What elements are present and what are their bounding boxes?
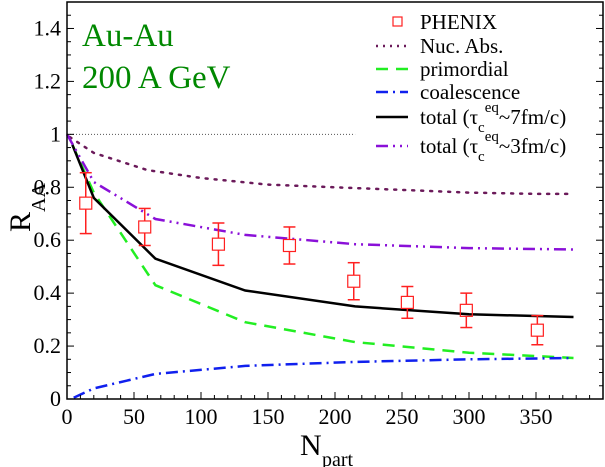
legend-item: PHENIX xyxy=(392,10,497,34)
y-tick-label: 1.2 xyxy=(34,68,62,93)
x-tick-label: 50 xyxy=(123,404,145,429)
data-point xyxy=(347,261,361,301)
annotation-line2: 200 A GeV xyxy=(82,60,231,96)
legend-label: primordial xyxy=(420,57,509,81)
axis-ticks xyxy=(66,1,604,400)
axis-tick-labels: 0 50 100 150 200 250 300 350 0 0.2 0.4 0.6 0.8 1 1.2 1.… xyxy=(34,15,553,429)
y-tick-label: 0.4 xyxy=(34,280,62,305)
legend-label: PHENIX xyxy=(420,10,497,34)
series-line xyxy=(68,135,575,196)
legend-item: primordial xyxy=(376,57,509,81)
x-tick-label: 100 xyxy=(185,404,218,429)
x-tick-label: 350 xyxy=(520,404,553,429)
legend-item: coalescence xyxy=(376,80,520,104)
phenix-data-points xyxy=(79,171,544,346)
open-square-marker-icon xyxy=(392,16,403,27)
y-axis-label-sub: AA xyxy=(28,183,50,212)
x-axis-label: N part xyxy=(300,429,354,467)
y-tick-label: 0.6 xyxy=(34,227,62,252)
data-point xyxy=(530,314,544,346)
data-point xyxy=(79,171,93,235)
y-axis-label-main: R xyxy=(4,212,37,232)
y-tick-label: 1.4 xyxy=(34,15,62,40)
series-line xyxy=(71,144,574,360)
plot-series xyxy=(65,133,575,399)
series-line xyxy=(73,356,574,399)
legend-item: total (τceq~3fm/c) xyxy=(376,129,566,165)
legend-item: total (τceq~7fm/c) xyxy=(376,100,566,136)
data-point xyxy=(138,207,152,247)
data-point xyxy=(459,292,473,329)
x-tick-label: 0 xyxy=(62,404,73,429)
data-point xyxy=(400,285,414,320)
legend-item: Nuc. Abs. xyxy=(376,34,503,58)
legend-label: total (τceq~3fm/c) xyxy=(420,129,566,165)
data-point xyxy=(282,226,297,265)
legend-label: Nuc. Abs. xyxy=(420,34,503,58)
x-tick-label: 200 xyxy=(319,404,352,429)
x-tick-label: 250 xyxy=(386,404,419,429)
x-tick-label: 150 xyxy=(252,404,285,429)
x-tick-label: 300 xyxy=(453,404,486,429)
y-tick-label: 1 xyxy=(50,121,61,146)
x-axis-label-main: N xyxy=(300,429,322,462)
data-point xyxy=(211,222,226,267)
legend-label: coalescence xyxy=(420,80,520,104)
annotation-line1: Au-Au xyxy=(82,18,174,54)
series-line xyxy=(71,144,574,319)
y-tick-label: 0.2 xyxy=(34,333,62,358)
series-line xyxy=(65,133,574,251)
y-axis-label: R AA xyxy=(4,183,50,232)
y-tick-label: 0 xyxy=(50,386,61,411)
x-axis-label-sub: part xyxy=(322,449,354,467)
y-tick-label: 0.8 xyxy=(34,174,62,199)
